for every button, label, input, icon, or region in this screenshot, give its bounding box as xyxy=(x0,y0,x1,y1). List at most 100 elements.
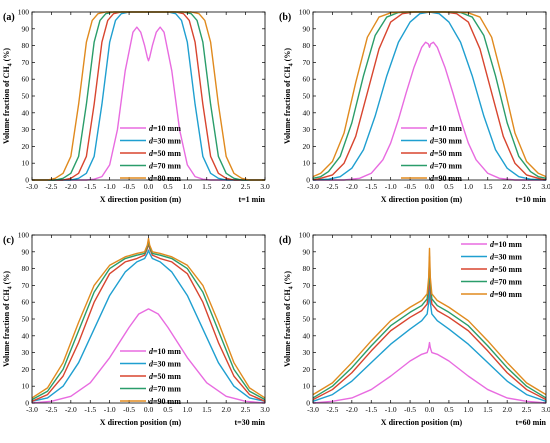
panel-2-legend-label: d=90 mm xyxy=(430,174,462,183)
panel-2-y-tick-label: 90 xyxy=(303,24,311,33)
panel-4-x-tick-label: 0.0 xyxy=(425,405,435,414)
panel-3-legend-label: d=10 mm xyxy=(149,347,181,356)
panel-4-x-axis-label: X direction position (m) xyxy=(381,418,463,427)
panel-3-x-tick-label: 1.0 xyxy=(183,405,193,414)
panel-1-x-tick-label: -2.0 xyxy=(65,182,77,191)
panel-2-x-tick-label: -1.5 xyxy=(365,182,377,191)
panel-2-time-label: t=10 min xyxy=(515,195,546,204)
panel-4-y-tick-label: 50 xyxy=(303,315,311,324)
panel-3-x-tick-label: -1.5 xyxy=(84,405,96,414)
panel-1-y-tick-label: 60 xyxy=(22,75,30,84)
panel-2-legend: d=10 mm d=30 mm d=50 mm d=70 mm d=90 mm xyxy=(401,124,462,183)
panel-1-x-axis-label: X direction position (m) xyxy=(100,195,182,204)
panel-4-legend-label: d=10 mm xyxy=(490,240,522,249)
panel-1-legend-label: d=70 mm xyxy=(149,162,181,171)
panel-2-x-tick-label: 2.5 xyxy=(522,182,532,191)
panel-3-y-tick-label: 80 xyxy=(22,264,30,273)
panel-4-time-label: t=60 min xyxy=(515,418,546,427)
panel-2-y-tick-label: 40 xyxy=(303,108,311,117)
panel-1-y-tick-label: 20 xyxy=(22,142,30,151)
panel-3-series-line-2 xyxy=(31,249,266,403)
panel-4-y-tick-label: 30 xyxy=(303,348,311,357)
panel-2-x-tick-label: 3.0 xyxy=(541,182,550,191)
panel-1-x-tick-label: -1.5 xyxy=(84,182,96,191)
panel-4-legend-label: d=30 mm xyxy=(490,253,522,262)
panel-3-y-tick-label: 30 xyxy=(22,348,30,357)
panel-4-x-tick-label: 1.5 xyxy=(483,405,493,414)
panel-4-series-line-1 xyxy=(312,341,547,404)
panel-2-y-tick-label: 70 xyxy=(303,58,311,67)
panel-3-legend: d=10 mm d=30 mm d=50 mm d=70 mm d=90 mm xyxy=(120,347,181,406)
panel-3-y-tick-label: 100 xyxy=(18,231,30,240)
panel-2-legend-label: d=50 mm xyxy=(430,149,462,158)
panel-1-series-line-1 xyxy=(32,26,265,181)
panel-2: -3.0 -2.5 -2.0 -1.5 -1.0 -0.5 0.0 0.5 1.0 1.5 2.0 2… xyxy=(279,8,550,205)
panel-1-time-label: t=1 min xyxy=(238,195,265,204)
panel-1-y-tick-label: 80 xyxy=(22,41,30,50)
panel-4-legend-label: d=70 mm xyxy=(490,278,522,287)
panel-2-y-tick-label: 30 xyxy=(303,125,311,134)
panel-4-y-tick-label: 0 xyxy=(306,399,310,408)
panel-2-x-tick-label: -2.5 xyxy=(326,182,338,191)
panel-3-y-tick-label: 50 xyxy=(22,315,30,324)
panel-2-x-tick-label: 0.0 xyxy=(425,182,435,191)
panel-2-y-tick-label: 60 xyxy=(303,75,311,84)
panel-2-series-line-1 xyxy=(313,41,546,181)
panel-3-legend-label: d=70 mm xyxy=(149,385,181,394)
panel-4-series-line-2 xyxy=(312,281,547,402)
panel-4-x-tick-label: 3.0 xyxy=(541,405,550,414)
panel-1-x-tick-label: -1.0 xyxy=(104,182,116,191)
panel-3-x-tick-label: 2.5 xyxy=(241,405,251,414)
panel-2-legend-label: d=70 mm xyxy=(430,162,462,171)
panel-4-y-tick-label: 70 xyxy=(303,281,311,290)
panel-4-x-tick-label: -1.0 xyxy=(385,405,397,414)
panel-3-y-tick-label: 10 xyxy=(22,382,30,391)
panel-3-series-line-5 xyxy=(31,237,266,399)
panel-3-x-tick-label: -2.0 xyxy=(65,405,77,414)
panel-1-y-tick-label: 30 xyxy=(22,125,30,134)
panel-3-panel-label: (c) xyxy=(3,235,14,246)
panel-3-x-tick-label: -2.5 xyxy=(45,405,57,414)
panel-4-x-tick-label: 2.5 xyxy=(522,405,532,414)
panel-3-y-tick-label: 60 xyxy=(22,298,30,307)
panel-4-x-tick-label: -3.0 xyxy=(307,405,319,414)
panel-1-legend-label: d=80 mm xyxy=(149,174,181,183)
panel-3-legend-label: d=50 mm xyxy=(149,372,181,381)
panel-1-x-tick-label: 0.5 xyxy=(163,182,173,191)
panel-2-x-tick-label: 2.0 xyxy=(502,182,512,191)
panel-3-x-tick-label: 0.0 xyxy=(144,405,154,414)
panel-1-legend-label: d=30 mm xyxy=(149,137,181,146)
panel-3-x-tick-label: -1.0 xyxy=(104,405,116,414)
panel-3-x-tick-label: -0.5 xyxy=(123,405,135,414)
panel-2-legend-label: d=30 mm xyxy=(430,137,462,146)
panel-1-y-tick-label: 70 xyxy=(22,58,30,67)
panel-1-x-tick-label: 0.0 xyxy=(144,182,154,191)
panel-2-y-tick-label: 20 xyxy=(303,142,311,151)
panel-1-panel-label: (a) xyxy=(3,12,15,23)
panel-4-x-tick-label: 1.0 xyxy=(464,405,474,414)
panel-2-x-tick-label: -2.0 xyxy=(346,182,358,191)
panel-4-x-tick-label: 2.0 xyxy=(502,405,512,414)
panel-2-x-tick-label: 1.0 xyxy=(464,182,474,191)
panel-1-legend: d=10 mm d=30 mm d=50 mm d=70 mm d=80 mm xyxy=(120,124,181,183)
panel-1-x-tick-label: -0.5 xyxy=(123,182,135,191)
panel-1-y-tick-label: 100 xyxy=(18,8,30,17)
panel-2-x-tick-label: -3.0 xyxy=(307,182,319,191)
panel-1-y-tick-label: 40 xyxy=(22,108,30,117)
panel-4-y-tick-label: 10 xyxy=(303,382,311,391)
panel-2-x-tick-label: 0.5 xyxy=(444,182,454,191)
panel-4-y-tick-label: 100 xyxy=(299,231,311,240)
panel-2-y-axis-label: Volume fraction of CH4 (%) xyxy=(283,48,295,144)
panel-4-legend-label: d=90 mm xyxy=(490,290,522,299)
panel-1-x-tick-label: 1.0 xyxy=(183,182,193,191)
panel-1-x-tick-label: 2.0 xyxy=(221,182,231,191)
panel-3-y-tick-label: 40 xyxy=(22,331,30,340)
panel-3-y-tick-label: 0 xyxy=(25,399,29,408)
panel-1-x-tick-label: 1.5 xyxy=(202,182,212,191)
panel-1-y-tick-label: 0 xyxy=(25,176,29,185)
panel-2-y-tick-label: 80 xyxy=(303,41,311,50)
panel-1-x-tick-label: -3.0 xyxy=(26,182,38,191)
panel-3-x-axis-label: X direction position (m) xyxy=(100,418,182,427)
panel-3-time-label: t=30 min xyxy=(234,418,265,427)
panel-3-y-axis-label: Volume fraction of CH4 (%) xyxy=(2,271,14,367)
